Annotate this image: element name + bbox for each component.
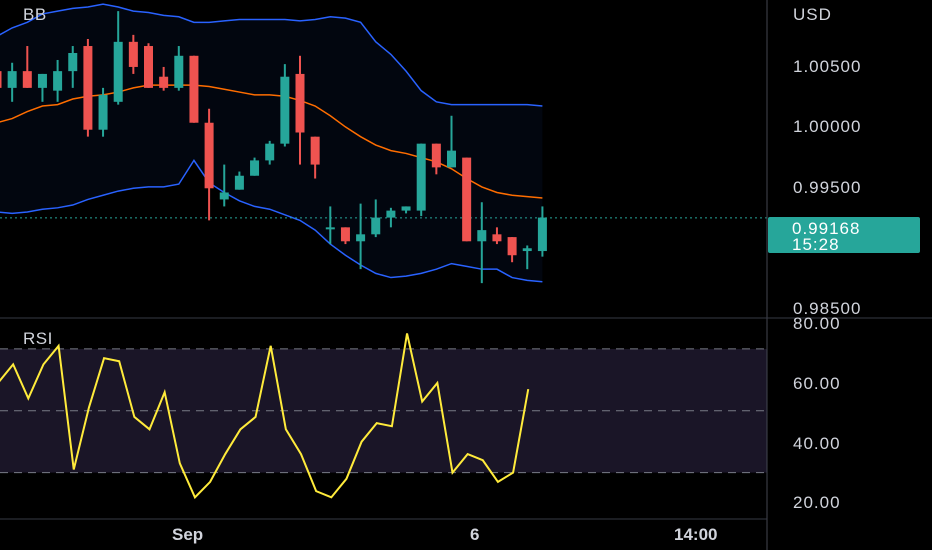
- candle-body: [280, 76, 290, 144]
- candle-body: [295, 73, 305, 133]
- last-price-value: 0.99168: [792, 219, 861, 238]
- candle-body: [189, 55, 199, 123]
- price-tick-label: 0.99500: [793, 178, 862, 197]
- candle-body: [22, 71, 32, 88]
- time-tick-label: 6: [470, 525, 480, 544]
- price-tick-label: 0.98500: [793, 299, 862, 318]
- candle-body: [113, 41, 123, 102]
- candle-body: [447, 150, 456, 168]
- candle-body: [234, 175, 244, 190]
- main-price-pane[interactable]: [0, 3, 767, 284]
- price-tick-label: 1.00000: [793, 117, 862, 136]
- currency-label[interactable]: USD: [793, 5, 832, 24]
- bb-upper-band: [0, 3, 543, 107]
- candle-body: [325, 227, 335, 230]
- time-tick-label: 14:00: [674, 525, 718, 544]
- candle-body: [522, 248, 532, 252]
- price-tick-label: 1.00500: [793, 57, 862, 76]
- candle-body: [37, 73, 47, 88]
- candle-body: [356, 234, 366, 242]
- rsi-tick-label: 60.00: [793, 374, 841, 393]
- candle-body: [219, 192, 229, 200]
- bar-countdown: 15:28: [792, 235, 840, 254]
- rsi-tick-label: 40.00: [793, 434, 841, 453]
- candle-body: [416, 143, 426, 211]
- candle-body: [462, 157, 472, 242]
- candle-body: [386, 210, 396, 218]
- candle-body: [340, 227, 350, 242]
- candle-body: [431, 143, 441, 168]
- candle-body: [507, 237, 517, 256]
- last-price-badge[interactable]: 0.99168 15:28: [768, 217, 920, 253]
- candle-body: [204, 122, 214, 189]
- candle-body: [144, 46, 153, 88]
- candle-body: [98, 94, 108, 130]
- candle-body: [310, 136, 320, 165]
- candle-body: [265, 143, 275, 161]
- time-tick-label: Sep: [172, 525, 204, 544]
- rsi-line: [0, 333, 530, 500]
- candle-body: [371, 217, 381, 235]
- rsi-tick-label: 80.00: [793, 314, 841, 333]
- candle-body: [492, 234, 502, 242]
- rsi-tick-label: 20.00: [793, 493, 841, 512]
- bb-indicator-title[interactable]: BB: [23, 5, 47, 24]
- rsi-pane[interactable]: [0, 333, 767, 500]
- candle-body: [0, 71, 2, 88]
- candle-body: [477, 230, 487, 242]
- candle-body: [401, 206, 411, 211]
- candle-body: [128, 41, 138, 67]
- candle-body: [83, 46, 93, 130]
- candle-body: [7, 71, 17, 88]
- candle-body: [159, 76, 169, 88]
- candle-body: [250, 160, 260, 176]
- candle-body: [68, 53, 78, 72]
- candle-body: [174, 55, 184, 88]
- candle-body: [537, 217, 547, 252]
- bb-lower-band: [0, 159, 543, 283]
- rsi-indicator-title[interactable]: RSI: [23, 329, 53, 348]
- candle-body: [53, 71, 63, 91]
